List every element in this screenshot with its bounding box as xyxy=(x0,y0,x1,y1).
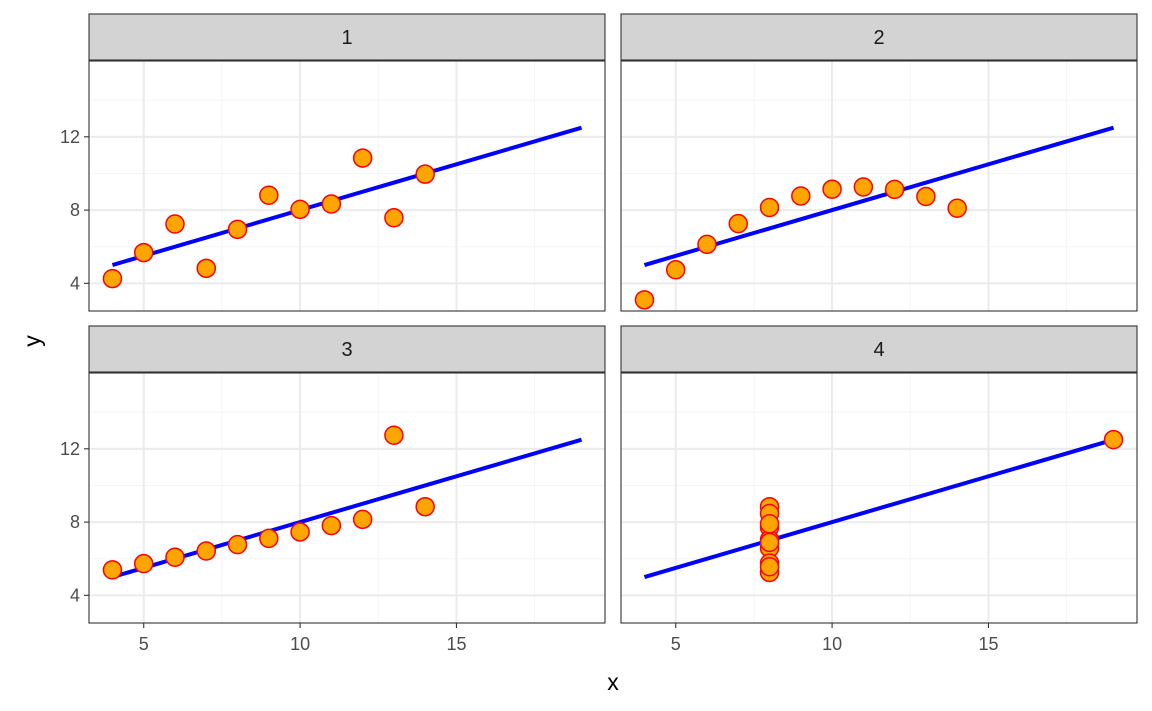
x-tick-label: 10 xyxy=(822,634,842,654)
panel-border xyxy=(88,60,606,312)
data-point xyxy=(759,197,780,218)
data-point xyxy=(415,496,435,517)
fit-line xyxy=(111,125,583,267)
y-tick-label: 4 xyxy=(70,585,80,605)
data-point xyxy=(227,534,248,555)
facet-strip xyxy=(88,13,606,61)
data-point xyxy=(321,194,342,214)
data-point xyxy=(697,234,717,255)
data-point xyxy=(133,553,154,574)
data-points xyxy=(759,429,1124,583)
data-point xyxy=(290,199,310,220)
data-point xyxy=(853,177,874,197)
panel-background xyxy=(621,61,1137,311)
data-point xyxy=(102,268,123,289)
panel-border xyxy=(620,60,1138,312)
data-points xyxy=(102,425,435,580)
facet-strip-label: 1 xyxy=(341,27,352,49)
y-tick-label: 12 xyxy=(60,439,80,459)
x-tick-label: 10 xyxy=(290,634,310,654)
panel-background xyxy=(89,61,605,311)
panel-background xyxy=(621,373,1137,623)
data-point xyxy=(290,522,310,542)
x-axis-title: x xyxy=(607,669,619,695)
facet-strip xyxy=(620,325,1138,373)
data-point xyxy=(1103,429,1124,450)
data-point xyxy=(196,541,217,561)
data-point xyxy=(352,509,373,530)
data-point xyxy=(384,208,404,228)
fit-line xyxy=(643,125,1115,267)
facet-panel-4: 4 xyxy=(620,325,1138,624)
panel-border xyxy=(88,372,606,624)
data-point xyxy=(759,532,780,553)
data-point xyxy=(384,425,404,446)
data-point xyxy=(415,164,435,184)
fit-line xyxy=(643,437,1115,579)
panel-border xyxy=(620,372,1138,624)
panel-background xyxy=(89,373,605,623)
data-point xyxy=(916,186,936,207)
facet-panel-1: 1 xyxy=(88,13,606,312)
x-tick-label: 15 xyxy=(978,634,998,654)
data-point xyxy=(947,198,967,219)
x-tick-label: 5 xyxy=(139,634,149,654)
axes-layer: 4 8 12 4 8 12 5 10 15 5 10 15 xyxy=(60,127,999,654)
data-point xyxy=(665,260,686,280)
data-point xyxy=(822,179,842,199)
x-tick-label: 15 xyxy=(446,634,466,654)
data-point xyxy=(728,213,749,234)
facet-panel-2: 2 xyxy=(620,13,1138,312)
y-tick-label: 12 xyxy=(60,127,80,147)
data-point xyxy=(759,557,780,577)
data-point xyxy=(759,513,780,534)
data-point xyxy=(259,528,279,549)
facet-strip-label: 3 xyxy=(341,339,352,361)
data-point xyxy=(634,290,655,310)
y-axis-title: y xyxy=(19,335,45,347)
y-tick-label: 8 xyxy=(70,200,80,220)
facet-strip-label: 2 xyxy=(873,27,884,49)
facet-panel-3: 3 xyxy=(88,325,606,624)
data-point xyxy=(884,179,905,200)
data-point xyxy=(196,258,217,279)
facet-strip xyxy=(88,325,606,373)
data-point xyxy=(102,560,123,580)
data-point xyxy=(227,219,248,240)
fit-line xyxy=(111,437,583,579)
data-point xyxy=(165,214,185,234)
data-points xyxy=(634,177,967,310)
data-point xyxy=(321,515,342,536)
x-tick-label: 5 xyxy=(671,634,681,654)
data-point xyxy=(352,148,373,168)
data-point xyxy=(259,185,279,205)
data-point xyxy=(791,186,811,206)
data-point xyxy=(133,242,154,263)
facet-strip-label: 4 xyxy=(873,339,884,361)
data-points xyxy=(102,148,435,289)
y-tick-label: 8 xyxy=(70,512,80,532)
y-tick-label: 4 xyxy=(70,273,80,293)
panels-layer: 1 2 3 4 xyxy=(88,13,1138,624)
data-point xyxy=(165,547,185,567)
facet-strip xyxy=(620,13,1138,61)
